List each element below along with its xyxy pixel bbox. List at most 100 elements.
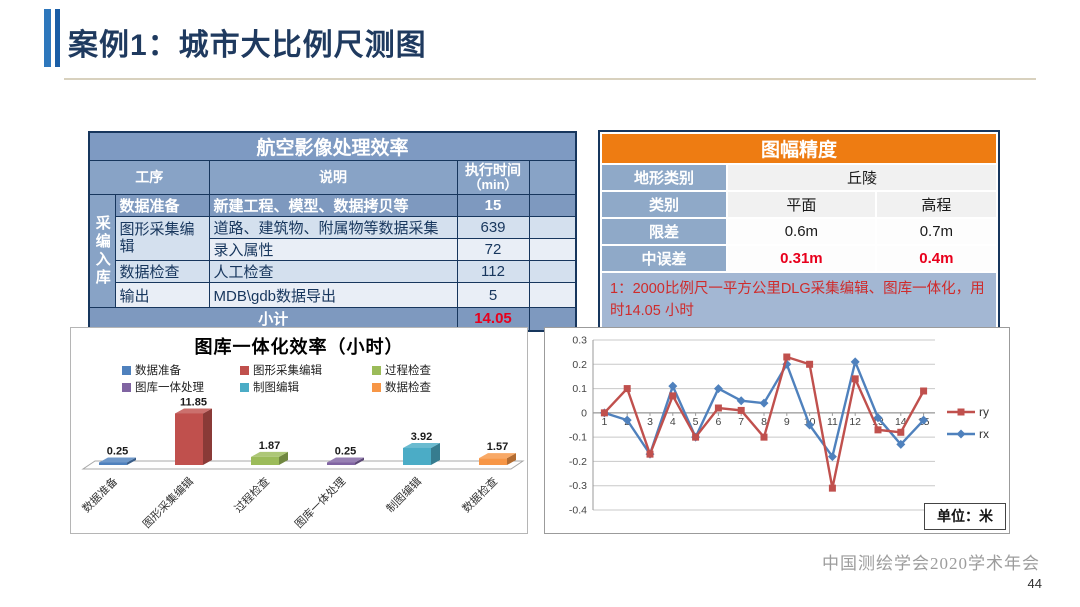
svg-text:制图编辑: 制图编辑 <box>383 474 424 515</box>
svg-text:0.2: 0.2 <box>572 359 587 371</box>
legend-swatch <box>122 365 131 375</box>
legend-item: 数据检查 <box>372 379 476 395</box>
svg-text:0.1: 0.1 <box>572 383 587 395</box>
svg-text:11.85: 11.85 <box>180 396 207 408</box>
svg-text:1.57: 1.57 <box>487 441 508 453</box>
aerial-processing-table: 航空影像处理效率 工序 说明 执行时间 （min） 采编入库 数据准备 新建工程… <box>88 131 578 332</box>
legend-swatch <box>122 382 131 392</box>
cell-process: 数据检查 <box>114 260 210 283</box>
terrain-type-label: 地形类别 <box>602 165 726 190</box>
svg-text:0.25: 0.25 <box>335 446 356 458</box>
svg-text:过程检查: 过程检查 <box>231 474 272 515</box>
legend-label: 制图编辑 <box>253 382 299 394</box>
cell-empty <box>528 238 577 261</box>
terrain-type-value: 丘陵 <box>728 165 996 190</box>
legend-label: 数据准备 <box>135 365 181 377</box>
category-plane: 平面 <box>728 192 875 217</box>
svg-text:3: 3 <box>647 416 653 428</box>
legend-item: 制图编辑 <box>240 379 372 395</box>
cell-time: 15 <box>456 194 530 217</box>
map-accuracy-table: 图幅精度 地形类别 丘陵 类别 平面 高程 限差 0.6m 0.7m 中误差 0… <box>598 130 1000 333</box>
title-accent-bar-dark <box>55 9 60 67</box>
legend-label: 图形采集编辑 <box>253 365 322 377</box>
category-label: 类别 <box>602 192 726 217</box>
cell-process: 图形采集编辑 <box>114 216 210 261</box>
svg-text:11: 11 <box>827 416 838 428</box>
group-label-vertical: 采编入库 <box>88 194 116 308</box>
cell-process: 输出 <box>114 282 210 308</box>
subtotal-label: 小计 <box>88 307 458 331</box>
cell-description: 新建工程、模型、数据拷贝等 <box>208 194 458 217</box>
line-chart-canvas: 0.30.20.10-0.1-0.2-0.3-0.412345678910111… <box>569 335 989 517</box>
col-header-time-line2: （min） <box>468 177 518 193</box>
svg-text:-0.4: -0.4 <box>569 505 587 517</box>
svg-text:数据准备: 数据准备 <box>79 474 120 515</box>
legend-swatch <box>240 365 249 375</box>
bar-chart-canvas: 0.25 数据准备 11.85 图形采集编辑 1.87 过程检查 0.25 图库一体处理 3.9… <box>79 396 525 531</box>
legend-label: 数据检查 <box>385 382 431 394</box>
svg-text:rx: rx <box>979 427 989 441</box>
rmse-plane: 0.31m <box>728 246 875 271</box>
svg-text:3.92: 3.92 <box>411 431 432 443</box>
cell-empty <box>528 216 577 239</box>
cell-process: 数据准备 <box>114 194 210 217</box>
legend-label: 图库一体处理 <box>135 382 204 394</box>
legend-item: 数据准备 <box>122 362 240 378</box>
cell-time: 72 <box>456 238 530 261</box>
cell-empty <box>528 282 577 308</box>
svg-text:1.87: 1.87 <box>259 440 280 452</box>
footer-conference-name: 中国测绘学会2020学术年会 <box>822 554 1040 573</box>
legend-swatch <box>372 382 381 392</box>
svg-text:8: 8 <box>761 416 767 428</box>
cell-time: 112 <box>456 260 530 283</box>
bar-chart-panel: 图库一体化效率（小时） 数据准备 图形采集编辑 过程检查 图库一体处理 制图编辑… <box>70 327 528 534</box>
legend-item: 图形采集编辑 <box>240 362 372 378</box>
legend-label: 过程检查 <box>385 365 431 377</box>
accuracy-note: 1：2000比例尺一平方公里DLG采集编辑、图库一体化，用时14.05 小时 <box>602 273 996 329</box>
category-height: 高程 <box>876 192 996 217</box>
left-table-title: 航空影像处理效率 <box>88 131 577 161</box>
svg-text:-0.2: -0.2 <box>569 456 587 468</box>
col-header-empty <box>528 160 577 195</box>
right-table-title: 图幅精度 <box>602 134 996 163</box>
tolerance-plane: 0.6m <box>728 219 875 244</box>
col-header-process: 工序 <box>88 160 210 195</box>
page-number: 44 <box>1027 576 1042 591</box>
cell-description: 录入属性 <box>208 238 458 261</box>
col-header-time-line1: 执行时间 <box>465 161 521 178</box>
rmse-label: 中误差 <box>602 246 726 271</box>
legend-swatch <box>372 365 381 375</box>
svg-text:12: 12 <box>849 416 861 428</box>
cell-time: 639 <box>456 216 530 239</box>
tolerance-label: 限差 <box>602 219 726 244</box>
svg-text:数据检查: 数据检查 <box>459 474 500 515</box>
svg-text:0.3: 0.3 <box>572 335 587 347</box>
legend-item: 图库一体处理 <box>122 379 240 395</box>
bar-chart-title: 图库一体化效率（小时） <box>194 337 404 357</box>
svg-text:0: 0 <box>581 407 587 419</box>
page-title: 案例1：城市大比例尺测图 <box>68 29 427 62</box>
svg-text:-0.3: -0.3 <box>569 480 587 492</box>
legend-item: 过程检查 <box>372 362 476 378</box>
cell-empty <box>528 194 577 217</box>
svg-text:14: 14 <box>895 416 907 428</box>
svg-text:0.25: 0.25 <box>107 446 128 458</box>
svg-text:ry: ry <box>979 405 989 419</box>
unit-label: 单位：米 <box>924 503 1006 530</box>
svg-text:7: 7 <box>738 416 744 428</box>
cell-description: 道路、建筑物、附属物等数据采集 <box>208 216 458 239</box>
tolerance-height: 0.7m <box>876 219 996 244</box>
rmse-height: 0.4m <box>876 246 996 271</box>
title-underline <box>64 78 1036 80</box>
svg-text:5: 5 <box>693 416 699 428</box>
cell-time: 5 <box>456 282 530 308</box>
cell-empty <box>528 260 577 283</box>
cell-description: 人工检查 <box>208 260 458 283</box>
line-chart-panel: 0.30.20.10-0.1-0.2-0.3-0.412345678910111… <box>544 327 1010 534</box>
svg-text:1: 1 <box>601 416 607 428</box>
col-header-description: 说明 <box>208 160 458 195</box>
bar-chart-legend: 数据准备 图形采集编辑 过程检查 图库一体处理 制图编辑 数据检查 <box>71 362 527 395</box>
svg-text:-0.1: -0.1 <box>569 432 587 444</box>
svg-text:9: 9 <box>784 416 790 428</box>
title-accent-bar <box>44 9 51 67</box>
